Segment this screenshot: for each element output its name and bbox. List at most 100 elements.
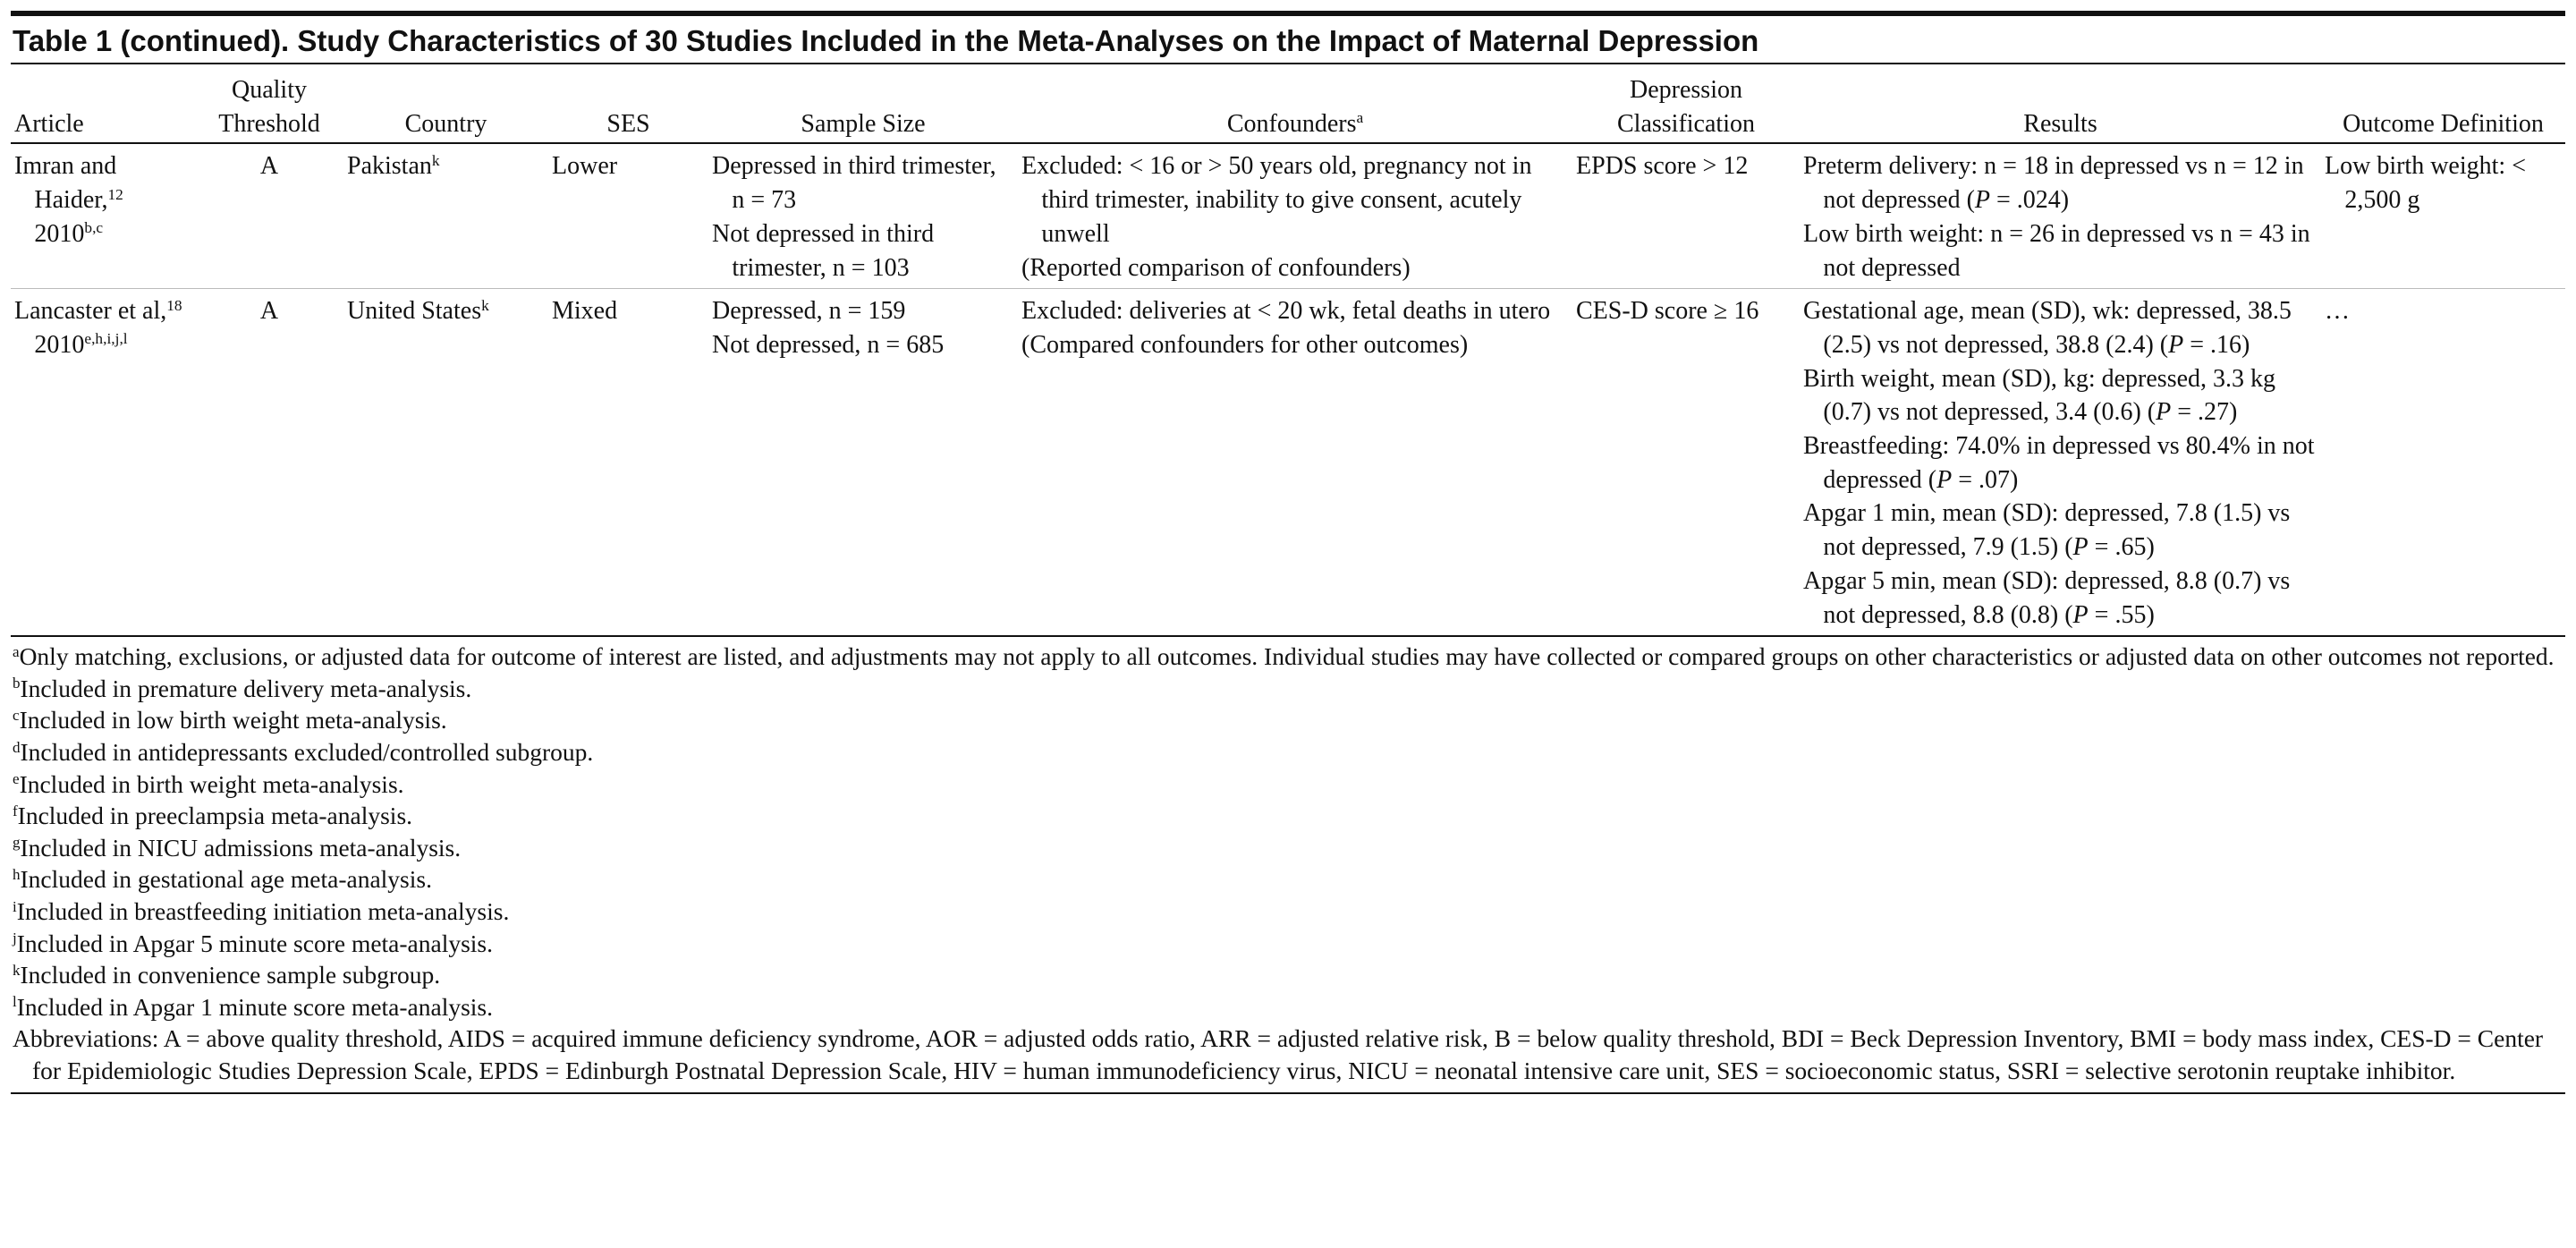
- column-header: Depression Classification: [1572, 64, 1800, 145]
- paragraph: Breastfeeding: 74.0% in depressed vs 80.…: [1803, 429, 2318, 497]
- superscript: i: [13, 897, 17, 915]
- superscript: a: [1356, 109, 1364, 127]
- paragraph: SES: [552, 107, 705, 141]
- paragraph: dIncluded in antidepressants excluded/co…: [13, 736, 2563, 768]
- table-cell: Gestational age, mean (SD), wk: depresse…: [1800, 288, 2321, 636]
- column-header: Sample Size: [708, 64, 1018, 145]
- paragraph: Apgar 5 min, mean (SD): depressed, 8.8 (…: [1803, 565, 2318, 632]
- paragraph: Article: [14, 107, 191, 141]
- top-rule: [11, 11, 2565, 16]
- superscript: j: [13, 930, 17, 947]
- text: Apgar 5 min, mean (SD): depressed, 8.8 (…: [1803, 566, 2291, 629]
- paragraph: Lower: [552, 149, 705, 183]
- text: Included in Apgar 5 minute score meta-an…: [16, 929, 494, 957]
- text: A: [259, 297, 279, 326]
- table-row: Imran and Haider,12 2010b,c A Pakistank Low…: [11, 143, 2565, 288]
- text: Imran and Haider,: [14, 152, 117, 215]
- text: Depressed, n = 159: [712, 297, 906, 326]
- superscript: l: [13, 993, 17, 1011]
- text: Included in premature delivery meta-anal…: [20, 674, 472, 702]
- superscript: 12: [107, 185, 123, 203]
- text: Outcome Definition: [2343, 109, 2544, 138]
- paragraph: Pakistank: [347, 149, 545, 183]
- paragraph: Low birth weight: n = 26 in depressed vs…: [1803, 217, 2318, 284]
- paragraph: Sample Size: [712, 107, 1014, 141]
- superscript: 18: [166, 296, 182, 314]
- table-cell: EPDS score > 12: [1572, 143, 1800, 288]
- text: Included in breastfeeding initiation met…: [16, 897, 510, 925]
- text: Article: [14, 109, 84, 138]
- text: Depressed in third trimester, n = 73: [712, 152, 996, 215]
- text: Not depressed in third trimester, n = 10…: [712, 219, 935, 282]
- text: = .024): [1990, 186, 2070, 215]
- text: = .27): [2171, 398, 2238, 427]
- text: (Compared confounders for other outcomes…: [1021, 330, 1469, 359]
- table-cell: Imran and Haider,12 2010b,c: [11, 143, 195, 288]
- text: = .65): [2088, 533, 2155, 562]
- superscript: k: [431, 151, 440, 169]
- paragraph: Low birth weight: < 2,500 g: [2325, 149, 2562, 216]
- superscript: c: [13, 707, 20, 725]
- text: Mixed: [552, 297, 618, 326]
- text: Lower: [552, 152, 618, 181]
- superscript: a: [13, 642, 20, 660]
- text: Country: [404, 109, 487, 138]
- paragraph: Not depressed in third trimester, n = 10…: [712, 217, 1014, 284]
- superscript: k: [481, 296, 489, 314]
- paragraph: Mixed: [552, 294, 705, 328]
- text: Abbreviations: A = above quality thresho…: [13, 1024, 2544, 1084]
- table-cell: Low birth weight: < 2,500 g: [2321, 143, 2565, 288]
- text: 2010: [34, 330, 85, 359]
- paragraph: A: [199, 149, 340, 183]
- text: Depression Classification: [1617, 76, 1755, 138]
- italic: P: [2072, 600, 2089, 629]
- paragraph: fIncluded in preeclampsia meta-analysis.: [13, 800, 2563, 832]
- superscript: e,h,i,j,l: [84, 330, 128, 348]
- text: Excluded: < 16 or > 50 years old, pregna…: [1021, 152, 1532, 248]
- table-row: Lancaster et al,18 2010e,h,i,j,l A United …: [11, 288, 2565, 636]
- header-row: Article Quality Threshold Country SES Sample…: [11, 64, 2565, 145]
- paragraph: CES-D score ≥ 16: [1576, 294, 1796, 328]
- superscript: h: [13, 866, 21, 884]
- paragraph: Depressed in third trimester, n = 73: [712, 149, 1014, 216]
- paragraph: United Statesk: [347, 294, 545, 328]
- document: Table 1 (continued). Study Characteristi…: [11, 0, 2565, 1094]
- table-cell: Mixed: [548, 288, 708, 636]
- paragraph: Apgar 1 min, mean (SD): depressed, 7.8 (…: [1803, 497, 2318, 564]
- text: Confounders: [1226, 109, 1357, 138]
- paragraph: gIncluded in NICU admissions meta-analys…: [13, 832, 2563, 864]
- text: = .16): [2183, 330, 2250, 359]
- text: Low birth weight: < 2,500 g: [2325, 152, 2526, 215]
- paragraph: lIncluded in Apgar 1 minute score meta-a…: [13, 991, 2563, 1023]
- table-title: Table 1 (continued). Study Characteristi…: [11, 16, 2565, 64]
- table-head: Article Quality Threshold Country SES Sample…: [11, 64, 2565, 145]
- paragraph: Excluded: deliveries at < 20 wk, fetal d…: [1021, 294, 1569, 328]
- table-cell: Pakistank: [343, 143, 548, 288]
- paragraph: Preterm delivery: n = 18 in depressed vs…: [1803, 149, 2318, 216]
- paragraph: aOnly matching, exclusions, or adjusted …: [13, 641, 2563, 673]
- text: Excluded: deliveries at < 20 wk, fetal d…: [1021, 297, 1551, 326]
- text: SES: [606, 109, 650, 138]
- paragraph: eIncluded in birth weight meta-analysis.: [13, 768, 2563, 801]
- italic: P: [2156, 398, 2172, 427]
- table-cell: Excluded: deliveries at < 20 wk, fetal d…: [1018, 288, 1572, 636]
- paragraph: bIncluded in premature delivery meta-ana…: [13, 673, 2563, 705]
- table-cell: CES-D score ≥ 16: [1572, 288, 1800, 636]
- text: …: [2325, 297, 2350, 326]
- text: Included in convenience sample subgroup.: [20, 961, 441, 989]
- superscript: d: [13, 738, 21, 756]
- paragraph: (Compared confounders for other outcomes…: [1021, 328, 1569, 362]
- paragraph: cIncluded in low birth weight meta-analy…: [13, 704, 2563, 736]
- column-header: Results: [1800, 64, 2321, 145]
- italic: P: [2168, 330, 2184, 359]
- text: United States: [347, 297, 482, 326]
- text: Preterm delivery: n = 18 in depressed vs…: [1803, 152, 2304, 215]
- paragraph: Abbreviations: A = above quality thresho…: [13, 1023, 2563, 1086]
- table-cell: A: [195, 288, 343, 636]
- column-header: Country: [343, 64, 548, 145]
- column-header: Quality Threshold: [195, 64, 343, 145]
- text: Low birth weight: n = 26 in depressed vs…: [1803, 219, 2310, 282]
- text: EPDS score > 12: [1576, 152, 1749, 181]
- text: Lancaster et al,: [14, 297, 167, 326]
- table-cell: Preterm delivery: n = 18 in depressed vs…: [1800, 143, 2321, 288]
